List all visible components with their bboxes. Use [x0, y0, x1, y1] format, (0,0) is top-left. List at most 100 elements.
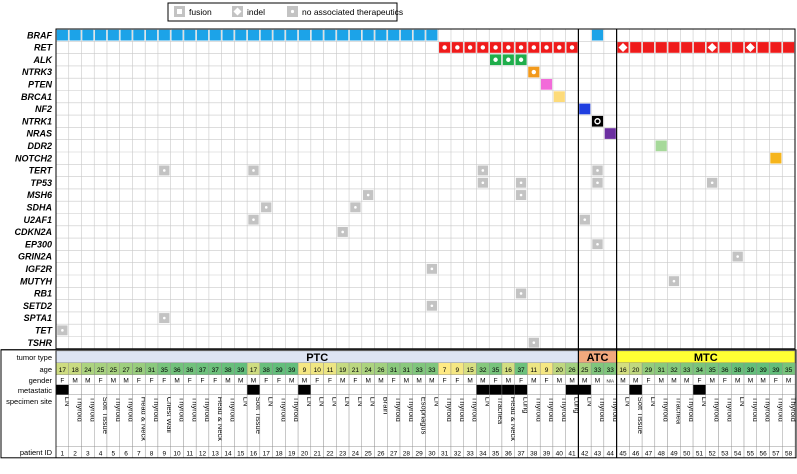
site-label: Soft Tissue [254, 397, 263, 434]
site-label: LN [267, 397, 276, 407]
site-label: LN [623, 397, 632, 407]
gender-value: M [582, 377, 587, 384]
gender-value: F [353, 377, 357, 384]
cell-braf [400, 29, 412, 41]
row-label-gender: gender [29, 376, 53, 385]
gender-value: M [225, 377, 230, 384]
cell-braf [222, 29, 234, 41]
cell-braf [145, 29, 158, 41]
grid-frame [55, 28, 796, 350]
cell-braf [133, 29, 145, 41]
fusion-marker [518, 45, 524, 50]
fusion-marker [531, 45, 537, 50]
fusion-marker [493, 57, 498, 62]
gender-value: F [519, 377, 523, 384]
patient-id-value: 16 [250, 450, 258, 457]
patient-id-value: 8 [150, 450, 154, 457]
age-value: 33 [607, 367, 615, 374]
cell-ddr2 [655, 140, 667, 152]
gender-value: F [264, 377, 268, 384]
cell-ret [642, 42, 655, 53]
cell-braf [158, 29, 170, 41]
age-value: 11 [327, 367, 334, 374]
gene-label-tp53: TP53 [30, 178, 52, 188]
metastatic-cell [259, 384, 273, 395]
gene-label-alk: ALK [33, 55, 54, 65]
mutation-grid [55, 28, 796, 350]
patient-id-value: 56 [760, 450, 768, 457]
patient-id-value: 47 [645, 450, 653, 457]
site-label: Thyroid [114, 397, 123, 422]
fusion-marker [506, 45, 511, 50]
metastatic-cell [183, 384, 197, 395]
metastatic-cell [514, 384, 528, 395]
age-value: 34 [696, 367, 704, 374]
site-label: Thyroid [178, 397, 187, 422]
gene-label-tert: TERT [29, 166, 54, 176]
gender-value: F [201, 377, 205, 384]
gender-value: M [85, 377, 90, 384]
gender-value: F [137, 377, 141, 384]
nat-marker [532, 341, 536, 344]
age-value: 36 [186, 367, 194, 374]
metastatic-cell [476, 384, 490, 395]
patient-id-value: 23 [339, 450, 347, 457]
age-value: 39 [760, 367, 768, 374]
site-label: Thyroid [279, 397, 288, 422]
site-label: Chest Wall [165, 397, 174, 433]
site-label: Thyroid [76, 397, 85, 422]
site-label: LN [585, 397, 594, 407]
nat-marker [519, 193, 523, 197]
legend-fusion-icon [177, 9, 182, 14]
gender-value: F [723, 377, 727, 384]
patient-id-value: 10 [173, 450, 181, 457]
gender-value: M [365, 377, 370, 384]
metastatic-cell [170, 384, 184, 395]
site-label: LN [318, 397, 327, 407]
metastatic-cell [590, 384, 605, 395]
metastatic-cell [374, 384, 388, 395]
metastatic-cell [629, 384, 643, 395]
cell-braf [247, 29, 260, 41]
legend-nat-icon [290, 9, 295, 14]
nat-marker [672, 279, 676, 283]
patient-id-value: 33 [466, 450, 474, 457]
nat-marker [596, 242, 599, 246]
nat-marker [736, 255, 739, 258]
nat-marker [519, 292, 523, 295]
gender-value: M [620, 377, 625, 384]
nat-marker [163, 316, 166, 320]
age-value: 35 [785, 367, 793, 374]
site-label: Esophagus [420, 397, 429, 435]
cell-braf [273, 29, 285, 41]
site-label: Thyroid [458, 397, 467, 422]
patient-id-value: 53 [721, 450, 729, 457]
metastatic-cell [106, 384, 120, 395]
patient-id-value: 6 [124, 450, 128, 457]
site-label: Thyroid [713, 397, 722, 422]
gender-value: M [595, 377, 600, 384]
age-value: 35 [161, 367, 169, 374]
site-label: LN [330, 397, 339, 407]
age-value: 25 [97, 367, 105, 374]
tumor-type-label-atc: ATC [587, 352, 609, 364]
metastatic-cell [667, 384, 681, 395]
site-label: Trachea [674, 397, 683, 425]
indel-marker [707, 42, 717, 52]
metastatic-cell [425, 384, 439, 395]
site-label: LN [432, 397, 441, 407]
nat-marker [481, 181, 485, 185]
age-value: 17 [250, 367, 258, 374]
patient-id-value: 38 [530, 450, 538, 457]
gene-label-nras: NRAS [26, 129, 52, 139]
metastatic-cell [119, 384, 133, 395]
cell-brca1 [553, 91, 565, 102]
gender-value: F [213, 377, 217, 384]
site-label: Thyroid [229, 397, 238, 422]
gender-value: M [684, 377, 689, 384]
gender-value: M [174, 377, 179, 384]
patient-id-value: 32 [454, 450, 462, 457]
site-label: Soft Tissue [636, 397, 645, 434]
gender-value: F [455, 377, 459, 384]
cell-braf [349, 29, 361, 41]
